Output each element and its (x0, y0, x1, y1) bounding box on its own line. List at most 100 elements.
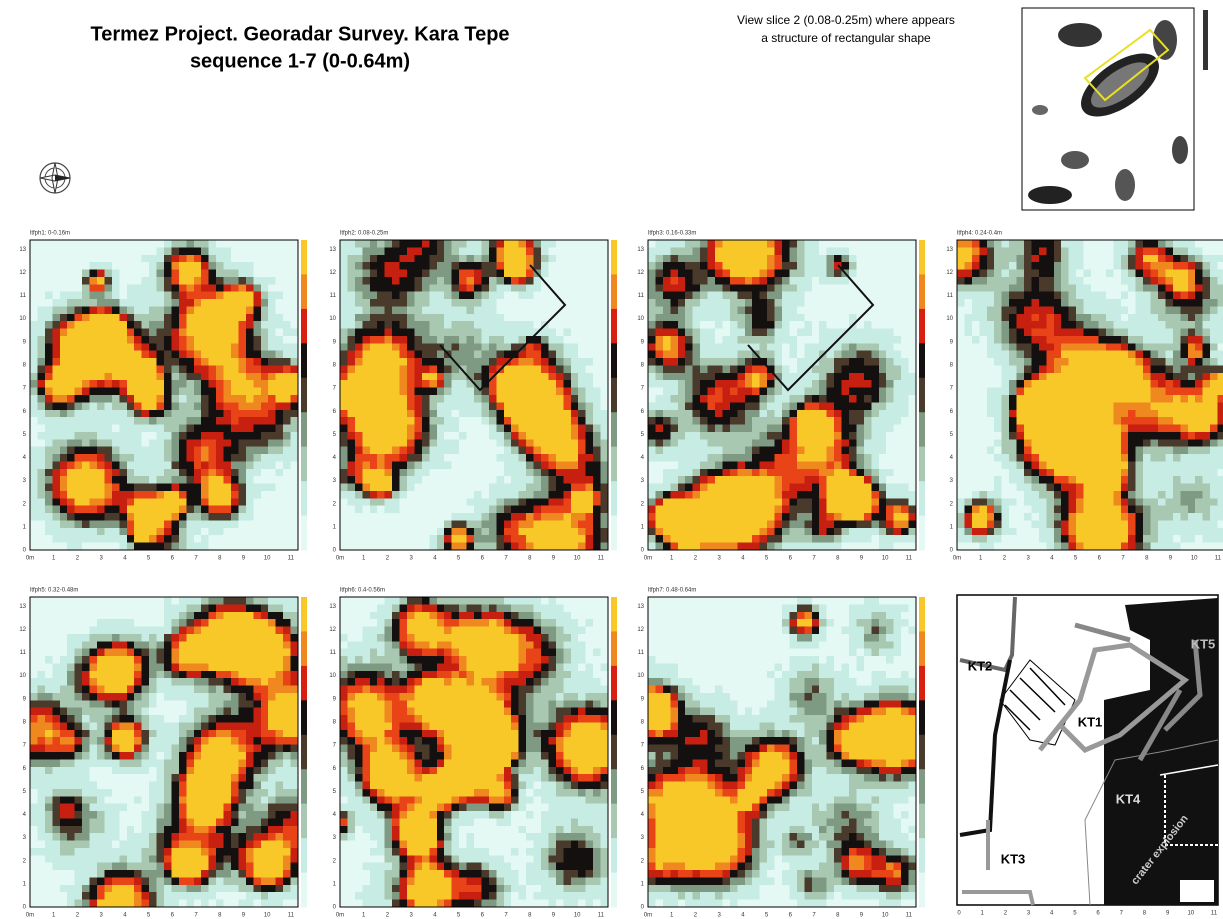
radar-cell (171, 395, 180, 403)
radar-cell (648, 476, 656, 484)
radar-cell (384, 535, 393, 543)
radar-cell (1038, 254, 1047, 263)
radar-cell (834, 417, 842, 425)
radar-cell (1076, 299, 1084, 307)
radar-cell (82, 313, 90, 322)
radar-cell (74, 299, 83, 307)
radar-cell (97, 527, 105, 536)
radar-cell (541, 461, 549, 470)
radar-cell (126, 498, 135, 507)
radar-cell (444, 483, 452, 492)
radar-cell (283, 417, 291, 425)
radar-cell (104, 409, 113, 418)
radar-cell (752, 262, 760, 270)
radar-cell (126, 269, 135, 278)
radar-cell (729, 291, 738, 300)
radar-cell (856, 498, 865, 507)
radar-cell (541, 306, 549, 315)
radar-cell (648, 284, 656, 293)
radar-cell (347, 535, 356, 543)
radar-cell (347, 350, 356, 359)
radar-cell (722, 313, 731, 322)
radar-cell (570, 247, 579, 256)
radar-cell (474, 343, 482, 352)
radar-cell (841, 336, 850, 344)
radar-cell (44, 454, 53, 462)
radar-cell (111, 505, 120, 514)
radar-cell (856, 321, 865, 329)
radar-cell (707, 535, 716, 543)
radar-cell (89, 520, 98, 529)
radar-cell (908, 240, 917, 248)
radar-cell (1068, 291, 1077, 300)
radar-cell (30, 276, 38, 285)
radar-cell (231, 284, 239, 293)
radar-cell (692, 483, 701, 492)
radar-cell (849, 431, 857, 440)
radar-cell (863, 254, 872, 263)
radar-cell (362, 350, 371, 359)
radar-cell (677, 461, 686, 470)
radar-cell (347, 336, 356, 344)
radar-cell (503, 365, 512, 374)
radar-cell (563, 527, 572, 536)
radar-cell (474, 276, 482, 285)
radar-cell (231, 476, 239, 484)
radar-cell (804, 299, 813, 307)
radar-cell (893, 321, 902, 329)
radar-cell (570, 424, 579, 433)
radar-cell (414, 520, 423, 529)
radar-cell (841, 387, 850, 396)
radar-cell (407, 372, 415, 381)
radar-cell (141, 262, 150, 270)
radar-cell (563, 483, 572, 492)
radar-cell (593, 498, 601, 507)
radar-cell (67, 254, 75, 263)
radar-cell (253, 535, 262, 543)
radar-cell (1165, 247, 1174, 256)
radar-cell (834, 358, 842, 366)
radar-cell (841, 254, 850, 263)
radar-cell (451, 513, 460, 521)
radar-cell (474, 240, 482, 248)
radar-cell (201, 505, 209, 514)
radar-cell (459, 299, 467, 307)
radar-cell (901, 483, 909, 492)
radar-cell (700, 350, 708, 359)
radar-cell (1001, 284, 1010, 293)
radar-cell (104, 395, 113, 403)
radar-cell (97, 476, 105, 484)
radar-cell (677, 365, 686, 374)
radar-cell (826, 395, 835, 403)
radar-cell (290, 417, 299, 425)
radar-cell (585, 380, 594, 388)
radar-cell (347, 402, 356, 411)
radar-cell (655, 328, 664, 337)
radar-cell (193, 284, 202, 293)
radar-cell (30, 491, 38, 499)
radar-cell (340, 483, 348, 492)
radar-cell (474, 513, 482, 521)
radar-cell (789, 417, 798, 425)
radar-cell (384, 328, 393, 337)
radar-cell (429, 402, 438, 411)
radar-cell (429, 262, 438, 270)
radar-cell (392, 491, 400, 499)
radar-cell (459, 336, 467, 344)
radar-cell (871, 402, 880, 411)
radar-cell (290, 513, 299, 521)
radar-cell (849, 372, 857, 381)
radar-cell (340, 291, 348, 300)
radar-cell (362, 402, 371, 411)
radar-cell (126, 328, 135, 337)
radar-cell (52, 336, 61, 344)
radar-cell (216, 269, 224, 278)
radar-cell (97, 276, 105, 285)
radar-cell (436, 417, 445, 425)
radar-cell (111, 402, 120, 411)
radar-cell (30, 409, 38, 418)
radar-cell (231, 431, 239, 440)
radar-cell (126, 350, 135, 359)
radar-cell (208, 483, 217, 492)
radar-cell (481, 291, 490, 300)
